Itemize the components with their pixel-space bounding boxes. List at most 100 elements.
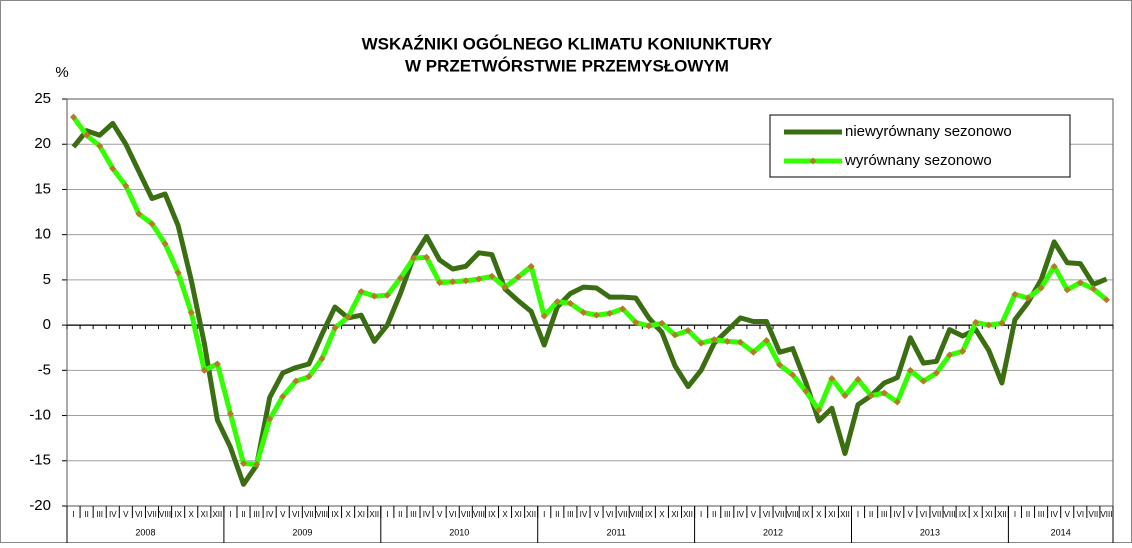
- marker: [972, 318, 980, 326]
- marker: [1076, 279, 1084, 287]
- marker: [488, 272, 496, 280]
- y-tick-label: 20: [34, 135, 51, 152]
- marker: [475, 275, 483, 283]
- marker: [802, 387, 810, 395]
- marker: [96, 142, 104, 150]
- x-tick-label: III: [881, 510, 888, 519]
- marker: [1011, 290, 1019, 298]
- x-tick-label: IX: [959, 510, 967, 519]
- marker: [828, 374, 836, 382]
- marker: [906, 366, 914, 374]
- marker: [697, 339, 705, 347]
- x-tick-label: V: [1065, 510, 1071, 519]
- marker: [148, 220, 156, 228]
- x-tick-label: III: [724, 510, 731, 519]
- x-tick-label: IV: [423, 510, 431, 519]
- x-tick-label: II: [869, 510, 873, 519]
- x-tick-label: IV: [893, 510, 901, 519]
- x-tick-label: X: [502, 510, 508, 519]
- x-tick-label: VII: [147, 510, 157, 519]
- x-tick-label: VIII: [1100, 510, 1112, 519]
- x-tick-label: VIII: [159, 510, 171, 519]
- x-tick-label: VIII: [473, 510, 485, 519]
- x-tick-label: IX: [645, 510, 653, 519]
- marker: [789, 371, 797, 379]
- marker: [985, 321, 993, 329]
- x-tick-label: XII: [840, 510, 850, 519]
- marker: [671, 331, 679, 339]
- x-tick-label: XI: [201, 510, 209, 519]
- y-tick-label: 15: [34, 180, 51, 197]
- x-tick-label: II: [712, 510, 716, 519]
- x-tick-label: X: [973, 510, 979, 519]
- marker: [226, 410, 234, 418]
- marker: [501, 283, 509, 291]
- x-tick-label: I: [543, 510, 545, 519]
- x-tick-label: VIII: [316, 510, 328, 519]
- marker: [83, 131, 91, 139]
- marker: [632, 318, 640, 326]
- x-tick-label: X: [816, 510, 822, 519]
- marker: [383, 291, 391, 299]
- y-axis-label: %: [55, 64, 68, 81]
- marker: [514, 273, 522, 281]
- marker: [174, 269, 182, 277]
- marker: [449, 278, 457, 286]
- x-tick-label: IX: [802, 510, 810, 519]
- marker: [566, 299, 574, 307]
- chart-title: WSKAŹNIKI OGÓLNEGO KLIMATU KONIUNKTURY: [362, 34, 773, 53]
- x-tick-label: X: [189, 510, 195, 519]
- x-tick-label: VI: [1077, 510, 1085, 519]
- marker: [423, 253, 431, 261]
- marker: [763, 336, 771, 344]
- x-tick-label: VIII: [787, 510, 799, 519]
- x-tick-label: I: [857, 510, 859, 519]
- x-tick-label: XII: [369, 510, 379, 519]
- y-tick-label: -10: [29, 407, 51, 424]
- x-tick-label: VIII: [630, 510, 642, 519]
- marker: [553, 298, 561, 306]
- marker: [593, 311, 601, 319]
- year-label: 2010: [449, 527, 469, 537]
- marker: [70, 113, 78, 121]
- marker: [135, 210, 143, 218]
- chart-title: W PRZETWÓRSTWIE PRZEMYSŁOWYM: [405, 56, 729, 75]
- marker: [579, 308, 587, 316]
- x-tick-label: V: [594, 510, 600, 519]
- y-tick-label: -15: [29, 452, 51, 469]
- x-tick-label: VI: [763, 510, 771, 519]
- x-tick-label: VII: [461, 510, 471, 519]
- x-tick-label: I: [229, 510, 231, 519]
- marker: [606, 309, 614, 317]
- x-tick-label: XII: [526, 510, 536, 519]
- x-tick-label: XI: [828, 510, 836, 519]
- marker: [436, 279, 444, 287]
- x-tick-label: VI: [135, 510, 143, 519]
- x-tick-label: III: [567, 510, 574, 519]
- x-tick-label: VII: [775, 510, 785, 519]
- year-label: 2014: [1051, 527, 1071, 537]
- x-tick-label: II: [1026, 510, 1030, 519]
- marker: [331, 324, 339, 332]
- marker: [893, 398, 901, 406]
- x-tick-label: IX: [331, 510, 339, 519]
- marker: [292, 377, 300, 385]
- x-tick-label: VI: [606, 510, 614, 519]
- x-tick-label: III: [410, 510, 417, 519]
- x-tick-label: II: [555, 510, 559, 519]
- marker: [880, 389, 888, 397]
- marker: [841, 392, 849, 400]
- x-tick-label: II: [398, 510, 402, 519]
- marker: [266, 415, 274, 423]
- marker: [867, 392, 875, 400]
- x-tick-label: XII: [212, 510, 222, 519]
- marker: [279, 393, 287, 401]
- year-label: 2008: [135, 527, 155, 537]
- x-tick-label: VII: [932, 510, 942, 519]
- marker: [1063, 286, 1071, 294]
- x-tick-label: XII: [683, 510, 693, 519]
- x-tick-label: I: [386, 510, 388, 519]
- marker: [959, 347, 967, 355]
- x-tick-label: II: [84, 510, 88, 519]
- x-tick-label: IV: [737, 510, 745, 519]
